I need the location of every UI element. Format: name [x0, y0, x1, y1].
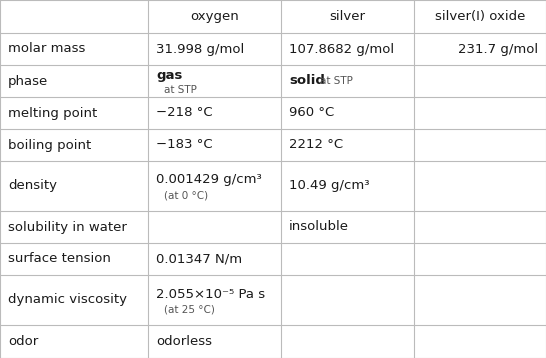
- Text: solid: solid: [289, 74, 325, 87]
- Text: silver(I) oxide: silver(I) oxide: [435, 10, 525, 23]
- Text: gas: gas: [156, 68, 182, 82]
- Text: at STP: at STP: [164, 85, 197, 95]
- Text: silver: silver: [329, 10, 365, 23]
- Text: 0.001429 g/cm³: 0.001429 g/cm³: [156, 174, 262, 187]
- Text: molar mass: molar mass: [8, 43, 85, 55]
- Text: −183 °C: −183 °C: [156, 139, 212, 151]
- Text: boiling point: boiling point: [8, 139, 91, 151]
- Text: odorless: odorless: [156, 335, 212, 348]
- Text: (at 0 °C): (at 0 °C): [164, 190, 208, 200]
- Text: density: density: [8, 179, 57, 193]
- Text: dynamic viscosity: dynamic viscosity: [8, 294, 127, 306]
- Text: (at 25 °C): (at 25 °C): [164, 304, 215, 314]
- Text: 10.49 g/cm³: 10.49 g/cm³: [289, 179, 370, 193]
- Text: 960 °C: 960 °C: [289, 106, 334, 120]
- Text: insoluble: insoluble: [289, 221, 349, 233]
- Text: surface tension: surface tension: [8, 252, 111, 266]
- Text: odor: odor: [8, 335, 38, 348]
- Text: 2212 °C: 2212 °C: [289, 139, 343, 151]
- Text: 2.055×10⁻⁵ Pa s: 2.055×10⁻⁵ Pa s: [156, 287, 265, 300]
- Text: melting point: melting point: [8, 106, 97, 120]
- Text: oxygen: oxygen: [190, 10, 239, 23]
- Text: −218 °C: −218 °C: [156, 106, 212, 120]
- Text: solubility in water: solubility in water: [8, 221, 127, 233]
- Text: phase: phase: [8, 74, 48, 87]
- Text: 31.998 g/mol: 31.998 g/mol: [156, 43, 244, 55]
- Text: 231.7 g/mol: 231.7 g/mol: [458, 43, 538, 55]
- Text: 107.8682 g/mol: 107.8682 g/mol: [289, 43, 394, 55]
- Text: 0.01347 N/m: 0.01347 N/m: [156, 252, 242, 266]
- Text: at STP: at STP: [321, 76, 353, 86]
